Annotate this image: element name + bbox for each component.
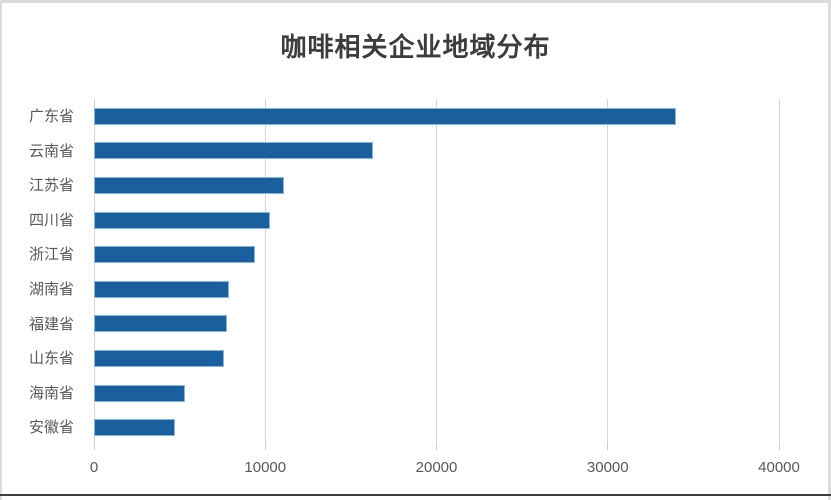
plot-area bbox=[93, 99, 780, 445]
bar bbox=[94, 315, 228, 333]
x-axis-tick-label: 20000 bbox=[415, 459, 458, 476]
bar-row bbox=[94, 203, 779, 238]
y-axis-category-label: 海南省 bbox=[28, 383, 74, 402]
y-axis-category-label: 福建省 bbox=[28, 314, 74, 333]
bar bbox=[94, 142, 374, 160]
bar-row bbox=[94, 376, 779, 411]
bar-row bbox=[94, 168, 779, 203]
gridline bbox=[607, 99, 609, 445]
x-axis-tick-label: 10000 bbox=[244, 459, 287, 476]
y-axis-category-label: 四川省 bbox=[28, 210, 74, 229]
bar-row bbox=[94, 307, 779, 342]
y-axis-labels: 广东省云南省江苏省四川省浙江省湖南省福建省山东省海南省安徽省 bbox=[0, 99, 74, 445]
gridline bbox=[93, 99, 95, 445]
bar bbox=[94, 280, 229, 298]
y-axis-category-label: 安徽省 bbox=[28, 418, 74, 437]
x-axis-tick-mark bbox=[436, 445, 437, 450]
chart-title: 咖啡相关企业地域分布 bbox=[280, 33, 551, 63]
gridline bbox=[778, 99, 780, 445]
x-axis-tick-mark bbox=[778, 445, 780, 450]
y-axis-category-label: 湖南省 bbox=[28, 280, 74, 298]
frame-border-left bbox=[0, 0, 2, 500]
y-axis-category-label: 广东省 bbox=[28, 107, 74, 125]
bar-row bbox=[94, 99, 779, 134]
bar bbox=[94, 384, 186, 402]
frame-border-bottom bbox=[0, 494, 831, 496]
y-axis-category-label: 江苏省 bbox=[28, 176, 74, 195]
y-axis-category-label: 山东省 bbox=[28, 349, 74, 368]
x-axis-tick-mark bbox=[264, 445, 266, 450]
y-axis-category-label: 浙江省 bbox=[28, 245, 74, 264]
frame-border-top bbox=[0, 0, 831, 3]
bar-row bbox=[94, 134, 779, 169]
gridline bbox=[436, 99, 437, 445]
bar bbox=[94, 107, 677, 125]
x-axis-tick-mark bbox=[93, 445, 95, 450]
bar-row bbox=[94, 272, 779, 307]
bar bbox=[94, 349, 224, 367]
x-axis-tick-mark bbox=[607, 445, 609, 450]
x-axis-tick-label: 0 bbox=[89, 459, 99, 476]
x-axis: 0 10000 20000 30000 40000 bbox=[90, 445, 800, 485]
bar-row bbox=[94, 341, 779, 376]
bar-row bbox=[94, 237, 779, 272]
bar bbox=[94, 419, 176, 437]
x-axis-tick-label: 30000 bbox=[586, 459, 629, 476]
y-axis-category-label: 云南省 bbox=[28, 141, 74, 160]
x-axis-tick-label: 40000 bbox=[758, 459, 800, 476]
bar bbox=[94, 176, 285, 194]
gridline bbox=[264, 99, 266, 445]
bar bbox=[94, 246, 256, 264]
bar bbox=[94, 211, 270, 229]
bar-row bbox=[94, 410, 779, 445]
frame-border-right bbox=[828, 0, 831, 500]
